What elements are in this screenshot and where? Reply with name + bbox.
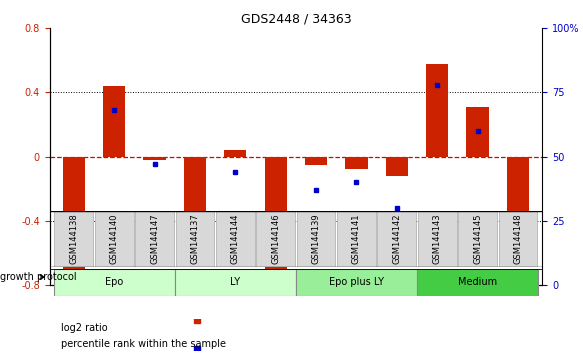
Text: log2 ratio: log2 ratio (61, 323, 108, 333)
Bar (418, 211, 456, 267)
Bar (337, 211, 376, 267)
Text: LY: LY (230, 277, 240, 287)
Bar (184, 157, 206, 246)
Text: GSM144137: GSM144137 (191, 213, 199, 264)
Text: GSM144140: GSM144140 (110, 214, 119, 264)
Text: GSM144138: GSM144138 (69, 213, 78, 264)
Bar (426, 64, 448, 157)
Text: growth protocol: growth protocol (0, 272, 76, 282)
Bar (417, 269, 538, 296)
Bar (143, 157, 166, 160)
Bar (466, 107, 489, 157)
Text: GSM144145: GSM144145 (473, 214, 482, 264)
Bar (345, 157, 367, 170)
Text: GSM144141: GSM144141 (352, 214, 361, 264)
Bar (216, 211, 255, 267)
Text: GSM144144: GSM144144 (231, 214, 240, 264)
Bar (175, 269, 296, 296)
Bar (377, 211, 416, 267)
Title: GDS2448 / 34363: GDS2448 / 34363 (241, 13, 351, 26)
Bar (297, 211, 335, 267)
Text: Medium: Medium (458, 277, 497, 287)
Bar (265, 157, 287, 293)
Bar (498, 211, 538, 267)
Bar (54, 269, 175, 296)
Bar (386, 157, 408, 176)
Text: percentile rank within the sample: percentile rank within the sample (61, 339, 226, 349)
Text: GSM144147: GSM144147 (150, 213, 159, 264)
Bar (305, 157, 327, 165)
Text: GSM144142: GSM144142 (392, 214, 401, 264)
Text: GSM144139: GSM144139 (311, 213, 321, 264)
Text: GSM144148: GSM144148 (514, 213, 522, 264)
Bar (54, 211, 93, 267)
Bar (175, 211, 215, 267)
Bar (224, 150, 247, 157)
Bar (135, 211, 174, 267)
Text: GSM144143: GSM144143 (433, 213, 442, 264)
Bar (296, 269, 417, 296)
Text: GSM144146: GSM144146 (271, 213, 280, 264)
Bar (63, 157, 85, 272)
Bar (458, 211, 497, 267)
Bar (103, 86, 125, 157)
Text: Epo plus LY: Epo plus LY (329, 277, 384, 287)
Bar (507, 157, 529, 240)
Bar (95, 211, 134, 267)
Text: Epo: Epo (105, 277, 123, 287)
Bar (257, 211, 295, 267)
